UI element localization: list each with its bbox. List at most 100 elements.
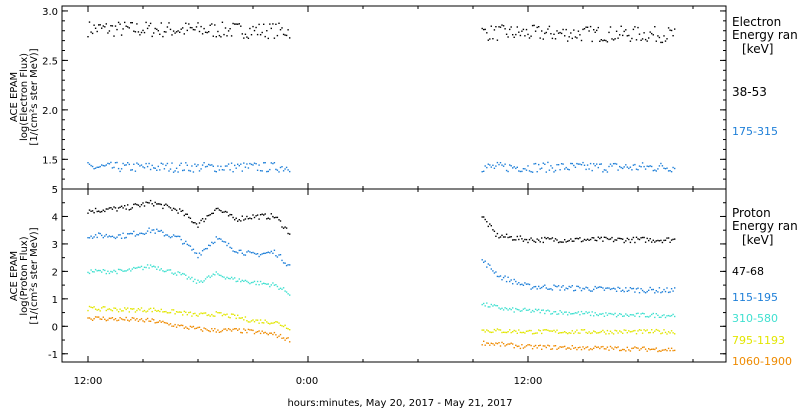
proton-series-2-point: [588, 311, 590, 313]
electron-series-0-point: [564, 35, 566, 37]
proton-y-tick-label-1: 0: [52, 322, 58, 333]
electron-series-0-point: [534, 30, 537, 32]
proton-series-4-point: [541, 348, 543, 350]
proton-series-0-point: [608, 238, 610, 241]
proton-series-2-point: [209, 276, 211, 279]
proton-series-3-point: [545, 329, 547, 331]
electron-series-1-point: [536, 171, 538, 173]
proton-series-4-point: [143, 321, 146, 323]
proton-series-3-point: [217, 312, 219, 314]
proton-series-4-point: [658, 350, 661, 352]
proton-series-4-point: [583, 348, 586, 350]
electron-series-0-point: [226, 35, 228, 37]
proton-series-4-point: [674, 349, 676, 352]
proton-series-2-point: [237, 280, 239, 282]
proton-series-1-point: [102, 236, 104, 239]
electron-series-0-point: [250, 34, 253, 36]
proton-series-4-point: [203, 327, 205, 329]
proton-series-2-point: [499, 308, 502, 310]
electron-series-1-point: [113, 166, 115, 169]
proton-series-2-point: [672, 313, 674, 316]
proton-series-3-point: [505, 331, 508, 334]
proton-series-4-point: [570, 348, 572, 350]
proton-series-3-point: [218, 312, 221, 314]
proton-series-2-point: [243, 280, 245, 282]
electron-series-0-point: [241, 33, 243, 35]
proton-series-4-point: [284, 339, 286, 341]
proton-series-2-point: [481, 303, 483, 306]
electron-series-0-point: [275, 23, 277, 25]
electron-series-1-point: [492, 164, 494, 166]
electron-series-1-point: [637, 169, 639, 171]
proton-series-3-point: [657, 329, 659, 331]
electron-series-1-point: [282, 170, 285, 172]
proton-series-4-point: [550, 348, 552, 350]
proton-series-3-point: [648, 332, 650, 334]
proton-series-1-point: [516, 283, 518, 285]
electron-series-0-point: [489, 38, 491, 40]
proton-series-4-point: [218, 331, 221, 333]
proton-series-4-point: [212, 330, 214, 332]
proton-series-1-point: [534, 285, 537, 288]
electron-series-0-point: [88, 21, 91, 23]
electron-series-1-point: [165, 164, 167, 167]
proton-series-4-point: [194, 327, 196, 330]
proton-series-4-point: [153, 319, 155, 321]
proton-series-3-point: [571, 330, 573, 332]
proton-series-1-point: [137, 234, 140, 236]
proton-series-2-point: [565, 311, 567, 313]
electron-series-1-point: [131, 169, 133, 171]
proton-series-1-point: [279, 254, 282, 256]
proton-series-4-point: [564, 345, 566, 348]
proton-series-3-point: [264, 319, 266, 321]
electron-legend-line1: Electron: [732, 15, 781, 29]
electron-series-0-point: [510, 26, 512, 28]
electron-series-0-point: [573, 29, 575, 31]
proton-series-1-point: [524, 282, 526, 284]
proton-series-1-point: [160, 229, 162, 232]
electron-series-1-point: [128, 163, 130, 166]
proton-series-1-point: [661, 291, 664, 293]
proton-series-4-point: [163, 321, 166, 324]
electron-series-1-point: [530, 171, 532, 173]
electron-series-0-point: [559, 31, 561, 34]
proton-series-4-point: [102, 316, 104, 318]
proton-series-0-point: [279, 220, 282, 222]
electron-series-1-point: [585, 168, 587, 171]
proton-series-4-point: [232, 328, 234, 331]
proton-series-1-point: [591, 290, 593, 292]
proton-series-2-point: [594, 312, 596, 314]
electron-series-1-point: [571, 162, 573, 165]
proton-series-2-point: [516, 308, 518, 311]
proton-series-0-point: [232, 216, 234, 219]
electron-series-1-point: [505, 169, 508, 172]
proton-series-0-point: [666, 237, 668, 239]
electron-series-0-point: [198, 30, 201, 33]
proton-series-2-point: [484, 305, 486, 307]
proton-y-tick-label-3: 2: [52, 267, 58, 278]
proton-series-1-point: [577, 285, 580, 288]
proton-series-4-point: [272, 333, 274, 336]
proton-series-3-point: [252, 319, 254, 321]
proton-series-2-point: [281, 288, 283, 290]
proton-series-0-point: [534, 241, 537, 243]
proton-series-4-point: [533, 345, 535, 348]
proton-series-1-point: [505, 280, 508, 283]
proton-series-3-point: [162, 311, 164, 313]
electron-series-0-point: [220, 36, 222, 38]
proton-series-2-point: [568, 311, 570, 314]
electron-series-0-point: [567, 40, 569, 42]
proton-series-3-point: [663, 329, 665, 331]
electron-legend-line3: [keV]: [742, 42, 773, 56]
proton-series-1-point: [172, 234, 175, 236]
electron-series-1-point: [483, 170, 485, 172]
proton-series-3-point: [634, 329, 636, 332]
proton-series-0-point: [285, 227, 288, 229]
electron-series-0-point: [536, 26, 538, 29]
proton-series-2-point: [238, 278, 240, 280]
electron-series-1-point: [218, 169, 221, 171]
proton-series-0-point: [255, 215, 257, 217]
proton-series-2-point: [230, 276, 233, 279]
proton-y-tick-label-2: 1: [52, 295, 58, 306]
electron-series-0-point: [105, 23, 107, 25]
